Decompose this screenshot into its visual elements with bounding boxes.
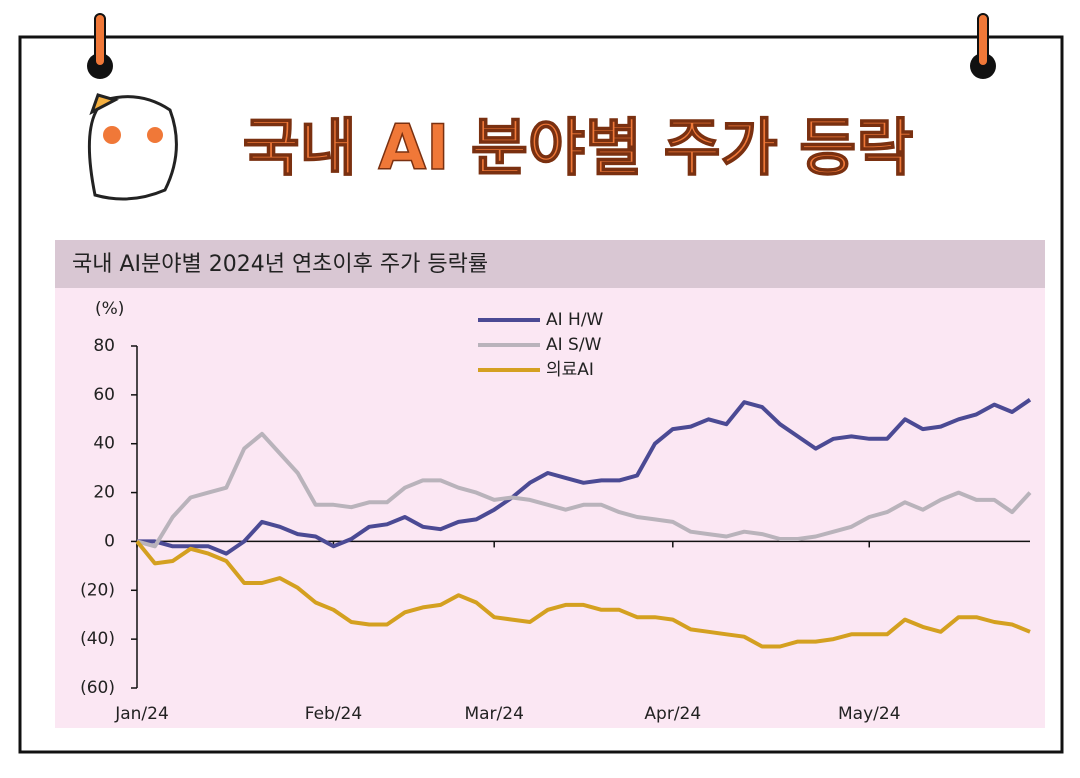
- x-tick-label: May/24: [838, 704, 901, 724]
- y-tick-label: (60): [80, 678, 115, 698]
- legend-label: 의료AI: [546, 360, 594, 380]
- x-tick-label: Apr/24: [644, 704, 701, 724]
- x-tick-label: Feb/24: [305, 704, 362, 724]
- legend-label: AI S/W: [546, 335, 602, 355]
- page-title: 국내 AI 분야별 주가 등락: [243, 111, 914, 184]
- y-tick-label: 40: [93, 434, 115, 454]
- y-tick-label: (20): [80, 580, 115, 600]
- y-tick-label: 80: [93, 336, 115, 356]
- y-tick-label: 0: [104, 531, 115, 551]
- y-tick-label: (40): [80, 629, 115, 649]
- chart-title: 국내 AI분야별 2024년 연초이후 주가 등락률: [72, 252, 488, 277]
- series-line: [135, 540, 1031, 649]
- y-axis-label: (%): [95, 299, 124, 319]
- x-tick-label: Mar/24: [464, 704, 523, 724]
- cat-icon: [87, 93, 178, 201]
- binder-clip: [87, 13, 996, 79]
- series-line: [136, 431, 1032, 549]
- x-tick-label: Jan/24: [114, 704, 169, 724]
- chart-title-band: [55, 240, 1045, 288]
- y-tick-label: 60: [93, 385, 115, 405]
- y-tick-label: 20: [93, 483, 115, 503]
- legend-label: AI H/W: [546, 310, 604, 330]
- series-line: [137, 398, 1032, 556]
- plot-area: [55, 288, 1045, 728]
